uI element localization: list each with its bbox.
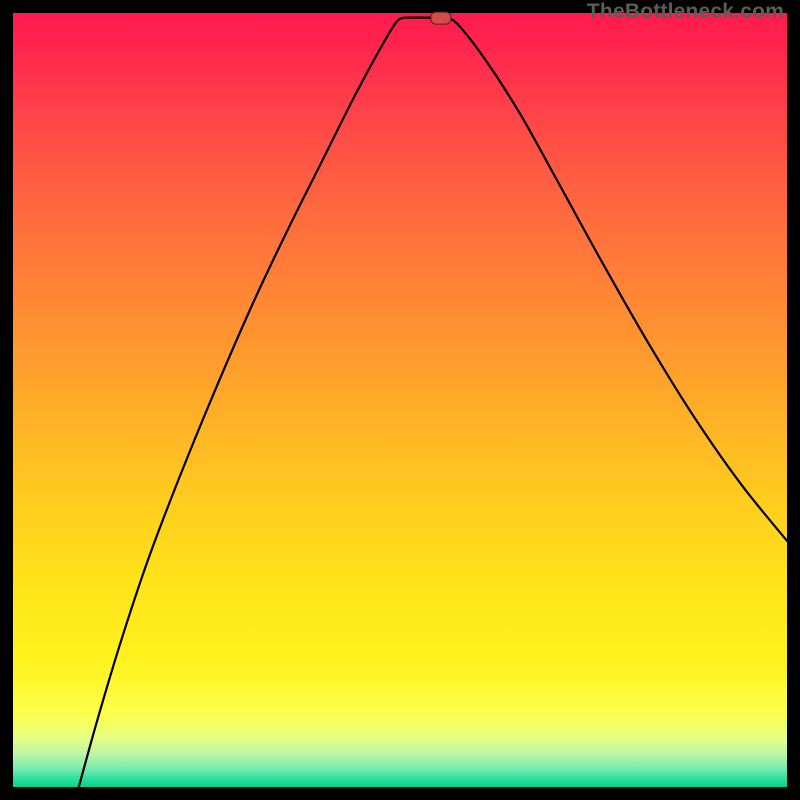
optimum-marker [430,12,451,25]
watermark-text: TheBottleneck.com [587,0,784,24]
plot-area [13,13,787,787]
bottleneck-curve [13,13,787,787]
curve-path [79,18,787,787]
chart-frame: TheBottleneck.com [0,0,800,800]
